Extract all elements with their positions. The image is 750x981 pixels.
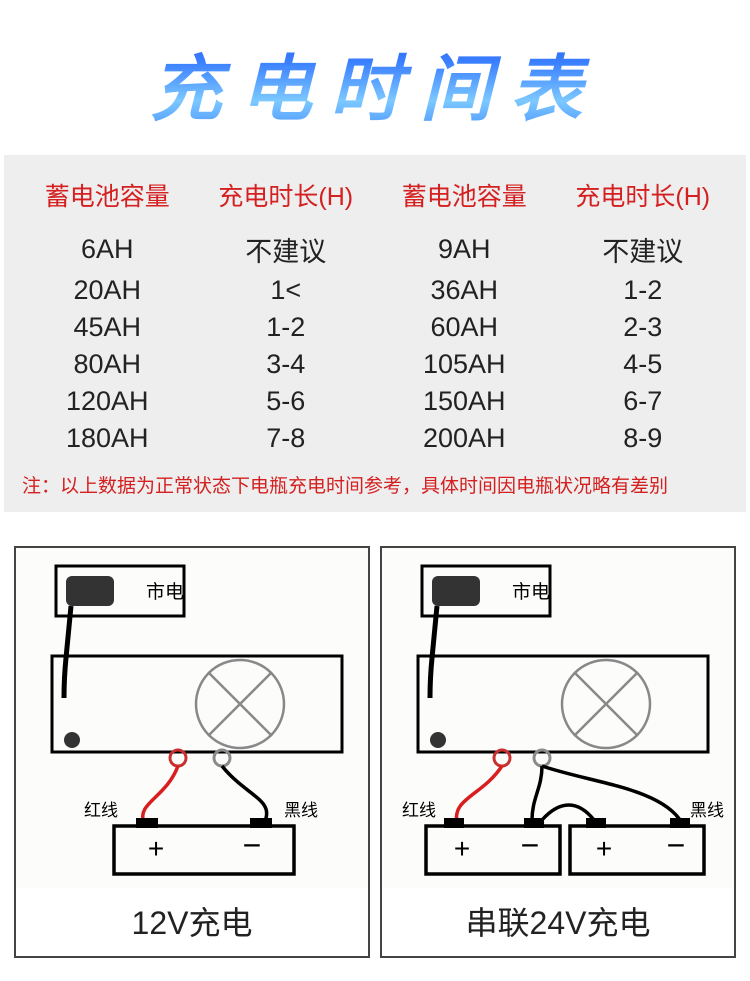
charging-table-wrap: 蓄电池容量 充电时长(H) 蓄电池容量 充电时长(H) 6AH不建议9AH不建议… — [4, 155, 746, 512]
charging-table: 蓄电池容量 充电时长(H) 蓄电池容量 充电时长(H) 6AH不建议9AH不建议… — [18, 173, 732, 457]
wiring-diagrams: 市电 红线 黑线 — [0, 512, 750, 978]
table-cell: 2-3 — [554, 309, 733, 346]
table-cell: 105AH — [375, 346, 554, 383]
table-cell: 180AH — [18, 420, 197, 457]
red-wire-label: 红线 — [84, 801, 118, 820]
col-header: 蓄电池容量 — [375, 173, 554, 227]
diagram-caption-12v: 12V充电 — [16, 888, 368, 956]
table-cell: 不建议 — [554, 227, 733, 272]
red-wire-label: 红线 — [402, 801, 436, 820]
table-note: 注：以上数据为正常状态下电瓶充电时间参考，具体时间因电瓶状况略有差别 — [18, 457, 732, 502]
table-cell: 200AH — [375, 420, 554, 457]
svg-text:+: + — [454, 833, 470, 864]
table-cell: 150AH — [375, 383, 554, 420]
table-row: 80AH3-4105AH4-5 — [18, 346, 732, 383]
page-title: 充电时间表 — [0, 0, 750, 155]
table-cell: 7-8 — [197, 420, 376, 457]
table-cell: 1-2 — [554, 272, 733, 309]
black-wire-label: 黑线 — [284, 801, 318, 820]
table-cell: 4-5 — [554, 346, 733, 383]
table-cell: 60AH — [375, 309, 554, 346]
diagram-24v: 市电 红线 黑线 — [380, 546, 736, 958]
col-header: 充电时长(H) — [554, 173, 733, 227]
table-row: 180AH7-8200AH8-9 — [18, 420, 732, 457]
mains-label: 市电 — [146, 581, 184, 603]
table-row: 120AH5-6150AH6-7 — [18, 383, 732, 420]
table-header-row: 蓄电池容量 充电时长(H) 蓄电池容量 充电时长(H) — [18, 173, 732, 227]
table-cell: 45AH — [18, 309, 197, 346]
table-cell: 1< — [197, 272, 376, 309]
col-header: 蓄电池容量 — [18, 173, 197, 227]
table-cell: 120AH — [18, 383, 197, 420]
table-cell: 不建议 — [197, 227, 376, 272]
diagram-caption-24v: 串联24V充电 — [382, 888, 734, 956]
table-cell: 8-9 — [554, 420, 733, 457]
plus-sign: + — [148, 833, 164, 864]
table-row: 20AH1<36AH1-2 — [18, 272, 732, 309]
table-cell: 20AH — [18, 272, 197, 309]
col-header: 充电时长(H) — [197, 173, 376, 227]
table-row: 45AH1-260AH2-3 — [18, 309, 732, 346]
black-wire-label: 黑线 — [690, 801, 724, 820]
table-row: 6AH不建议9AH不建议 — [18, 227, 732, 272]
table-cell: 36AH — [375, 272, 554, 309]
svg-text:−: − — [667, 827, 686, 863]
minus-sign: − — [243, 827, 262, 863]
svg-text:−: − — [521, 827, 540, 863]
table-cell: 6-7 — [554, 383, 733, 420]
table-cell: 80AH — [18, 346, 197, 383]
table-cell: 3-4 — [197, 346, 376, 383]
mains-label: 市电 — [512, 581, 550, 603]
diagram-12v: 市电 红线 黑线 — [14, 546, 370, 958]
table-cell: 5-6 — [197, 383, 376, 420]
svg-text:+: + — [596, 833, 612, 864]
table-cell: 9AH — [375, 227, 554, 272]
table-cell: 6AH — [18, 227, 197, 272]
table-cell: 1-2 — [197, 309, 376, 346]
